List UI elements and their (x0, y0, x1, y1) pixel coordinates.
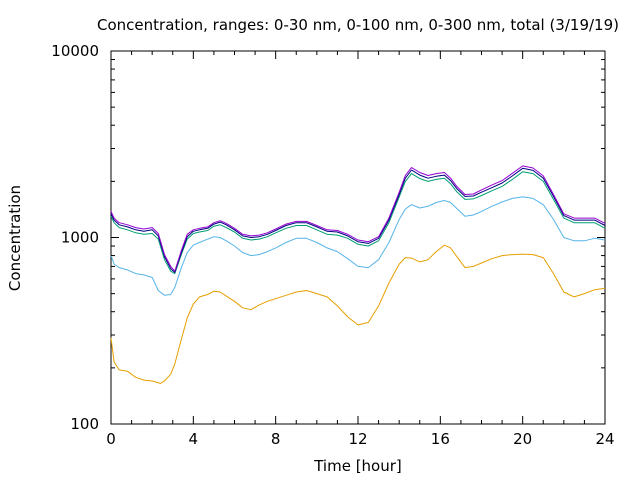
series-layer (110, 165, 606, 384)
axis-layer: 0 4 8 12 16 20 24 100 1000 10000 (51, 42, 614, 448)
x-axis-label: Time [hour] (313, 457, 402, 475)
x-tick-label: 0 (106, 430, 116, 448)
series-line-1 (110, 196, 606, 296)
plot-frame (110, 50, 606, 425)
x-tick-label: 8 (271, 430, 281, 448)
chart-title: Concentration, ranges: 0-30 nm, 0-100 nm… (97, 16, 619, 34)
y-tick-label: 10000 (51, 42, 99, 60)
x-tick-label: 16 (431, 430, 450, 448)
series-line-3 (110, 167, 606, 273)
series-line-4 (110, 165, 606, 272)
series-line-2 (110, 171, 606, 275)
x-tick-label: 4 (189, 430, 199, 448)
x-tick-label: 20 (513, 430, 532, 448)
x-tick-label: 12 (348, 430, 367, 448)
series-line-0 (110, 244, 606, 384)
x-tick-label: 24 (595, 430, 614, 448)
y-tick-label: 1000 (61, 229, 99, 247)
y-tick-label: 100 (70, 415, 99, 433)
y-axis-label: Concentration (6, 185, 24, 291)
